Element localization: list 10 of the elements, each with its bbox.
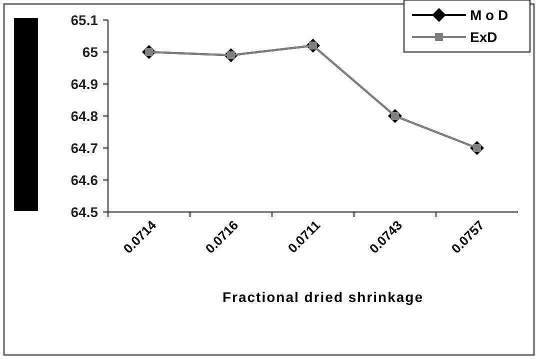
legend-label: M o D — [470, 6, 508, 23]
x-axis-title: Fractional dried shrinkage — [222, 289, 424, 305]
y-tick-label: 64.9 — [70, 76, 98, 92]
y-tick-label: 65.1 — [70, 12, 98, 28]
y-tick-label: 64.5 — [70, 204, 98, 220]
legend-label: ExD — [470, 28, 498, 45]
y-tick-label: 65 — [82, 44, 98, 60]
y-tick-label: 64.8 — [70, 108, 98, 124]
y-tick-label: 64.6 — [70, 172, 98, 188]
y-tick-label: 64.7 — [70, 140, 98, 156]
